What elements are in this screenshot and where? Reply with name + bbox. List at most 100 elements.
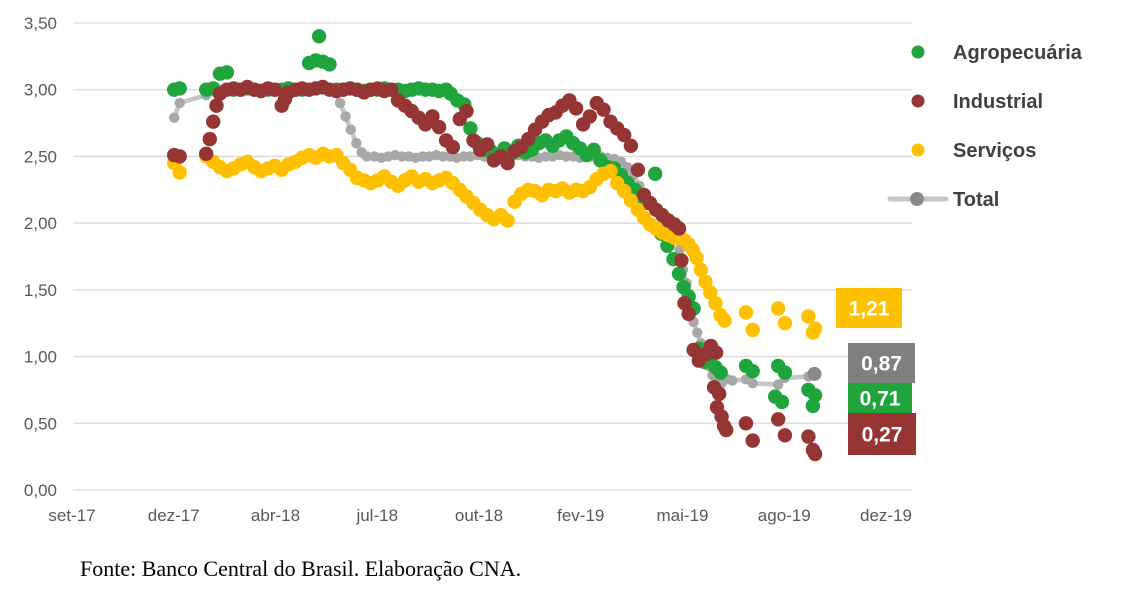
data-point: [206, 114, 221, 129]
total-line: [171, 87, 817, 387]
data-point: [172, 149, 187, 164]
total-marker: [692, 327, 703, 338]
data-point: [745, 364, 760, 379]
data-point: [199, 146, 214, 161]
data-point: [630, 162, 646, 177]
data-point: [603, 163, 618, 179]
end-label-box: [848, 383, 912, 413]
data-point: [745, 322, 760, 338]
legend: Agropecuária Industrial Serviços Total: [887, 42, 1083, 211]
total-marker: [773, 379, 784, 390]
legend-item-label: Total: [953, 189, 999, 211]
data-point: [480, 137, 495, 152]
x-tick-label: dez-17: [148, 506, 200, 525]
data-point: [671, 221, 687, 236]
end-label-box: [848, 413, 916, 455]
legend-item: Industrial: [911, 91, 1043, 113]
y-tick-label: 2,00: [24, 214, 57, 233]
data-point: [807, 321, 823, 336]
end-value-labels: 1,21 0,87 0,71 0,27: [836, 288, 916, 455]
data-point: [693, 262, 709, 277]
data-point: [568, 101, 584, 116]
legend-item-label: Serviços: [953, 140, 1036, 162]
total-marker: [351, 137, 362, 149]
total-marker: [361, 151, 373, 162]
data-point: [708, 345, 724, 360]
total-marker: [747, 378, 758, 389]
total-marker: [727, 375, 738, 386]
data-point: [445, 139, 460, 155]
data-point: [801, 429, 816, 444]
end-label-value: 0,27: [862, 424, 903, 447]
data-point: [322, 57, 337, 72]
x-tick-label: set-17: [48, 506, 95, 525]
data-point: [807, 446, 823, 462]
data-point: [500, 213, 515, 228]
x-axis-tick-labels: set-17 dez-17 abr-18 jul-18 out-18 fev-19 mai-…: [48, 506, 912, 525]
data-point: [384, 82, 399, 97]
data-point: [774, 394, 790, 410]
legend-dot-marker: [911, 45, 925, 59]
end-label-box: [848, 343, 915, 383]
end-label-value: 0,87: [861, 353, 902, 376]
data-point: [431, 119, 447, 135]
legend-item: Agropecuária: [911, 42, 1083, 64]
data-point: [267, 82, 282, 97]
legend-item: Serviços: [911, 140, 1036, 162]
data-point: [172, 81, 187, 96]
end-label-value: 1,21: [849, 298, 890, 321]
data-point: [674, 253, 689, 268]
y-tick-label: 3,00: [24, 81, 57, 100]
data-point: [202, 131, 217, 147]
data-point: [738, 416, 754, 431]
y-tick-label: 1,50: [24, 281, 57, 300]
series-servicos: [167, 146, 823, 340]
data-point: [172, 165, 187, 180]
y-tick-label: 0,50: [24, 414, 57, 433]
data-point: [703, 285, 718, 300]
data-point: [311, 29, 327, 44]
total-marker: [174, 97, 185, 109]
data-point: [219, 65, 235, 80]
data-point: [689, 250, 704, 265]
gridlines: [73, 22, 912, 491]
x-tick-label: dez-19: [860, 506, 912, 525]
data-point: [459, 103, 474, 119]
data-point: [671, 266, 687, 281]
data-point: [771, 301, 786, 316]
data-point: [713, 365, 728, 380]
end-label-box: [836, 288, 902, 328]
legend-item-label: Agropecuária: [953, 42, 1083, 64]
legend-item: Total: [887, 189, 999, 211]
legend-dot-marker: [911, 143, 925, 157]
data-point: [582, 109, 597, 124]
data-point: [719, 422, 734, 438]
expectations-scatter-chart: 0,00 0,50 1,00 1,50 2,00 2,50 3,00 3,50 set-17 de…: [24, 14, 1083, 525]
legend-dot-marker: [910, 192, 924, 206]
x-tick-label: mai-19: [657, 506, 709, 525]
data-point: [745, 433, 760, 448]
total-marker: [807, 366, 822, 381]
data-point: [209, 98, 224, 113]
source-note: Fonte: Banco Central do Brasil. Elaboraç…: [80, 556, 522, 581]
x-tick-label: out-18: [455, 506, 503, 525]
x-tick-label: jul-18: [355, 506, 398, 525]
y-tick-label: 0,00: [24, 481, 57, 500]
x-tick-label: fev-19: [557, 506, 604, 525]
series-total: [169, 84, 822, 390]
data-point: [777, 428, 793, 443]
total-marker: [169, 112, 180, 123]
data-point: [681, 306, 696, 322]
data-point: [617, 127, 632, 143]
y-tick-label: 3,50: [24, 14, 57, 33]
total-marker: [334, 97, 346, 109]
data-point: [801, 309, 816, 324]
data-point: [586, 142, 601, 157]
data-point: [771, 412, 786, 427]
data-point: [777, 365, 793, 380]
legend-dot-marker: [911, 94, 925, 108]
total-marker: [345, 124, 356, 135]
x-tick-label: ago-19: [758, 506, 811, 525]
y-tick-label: 1,00: [24, 348, 57, 367]
